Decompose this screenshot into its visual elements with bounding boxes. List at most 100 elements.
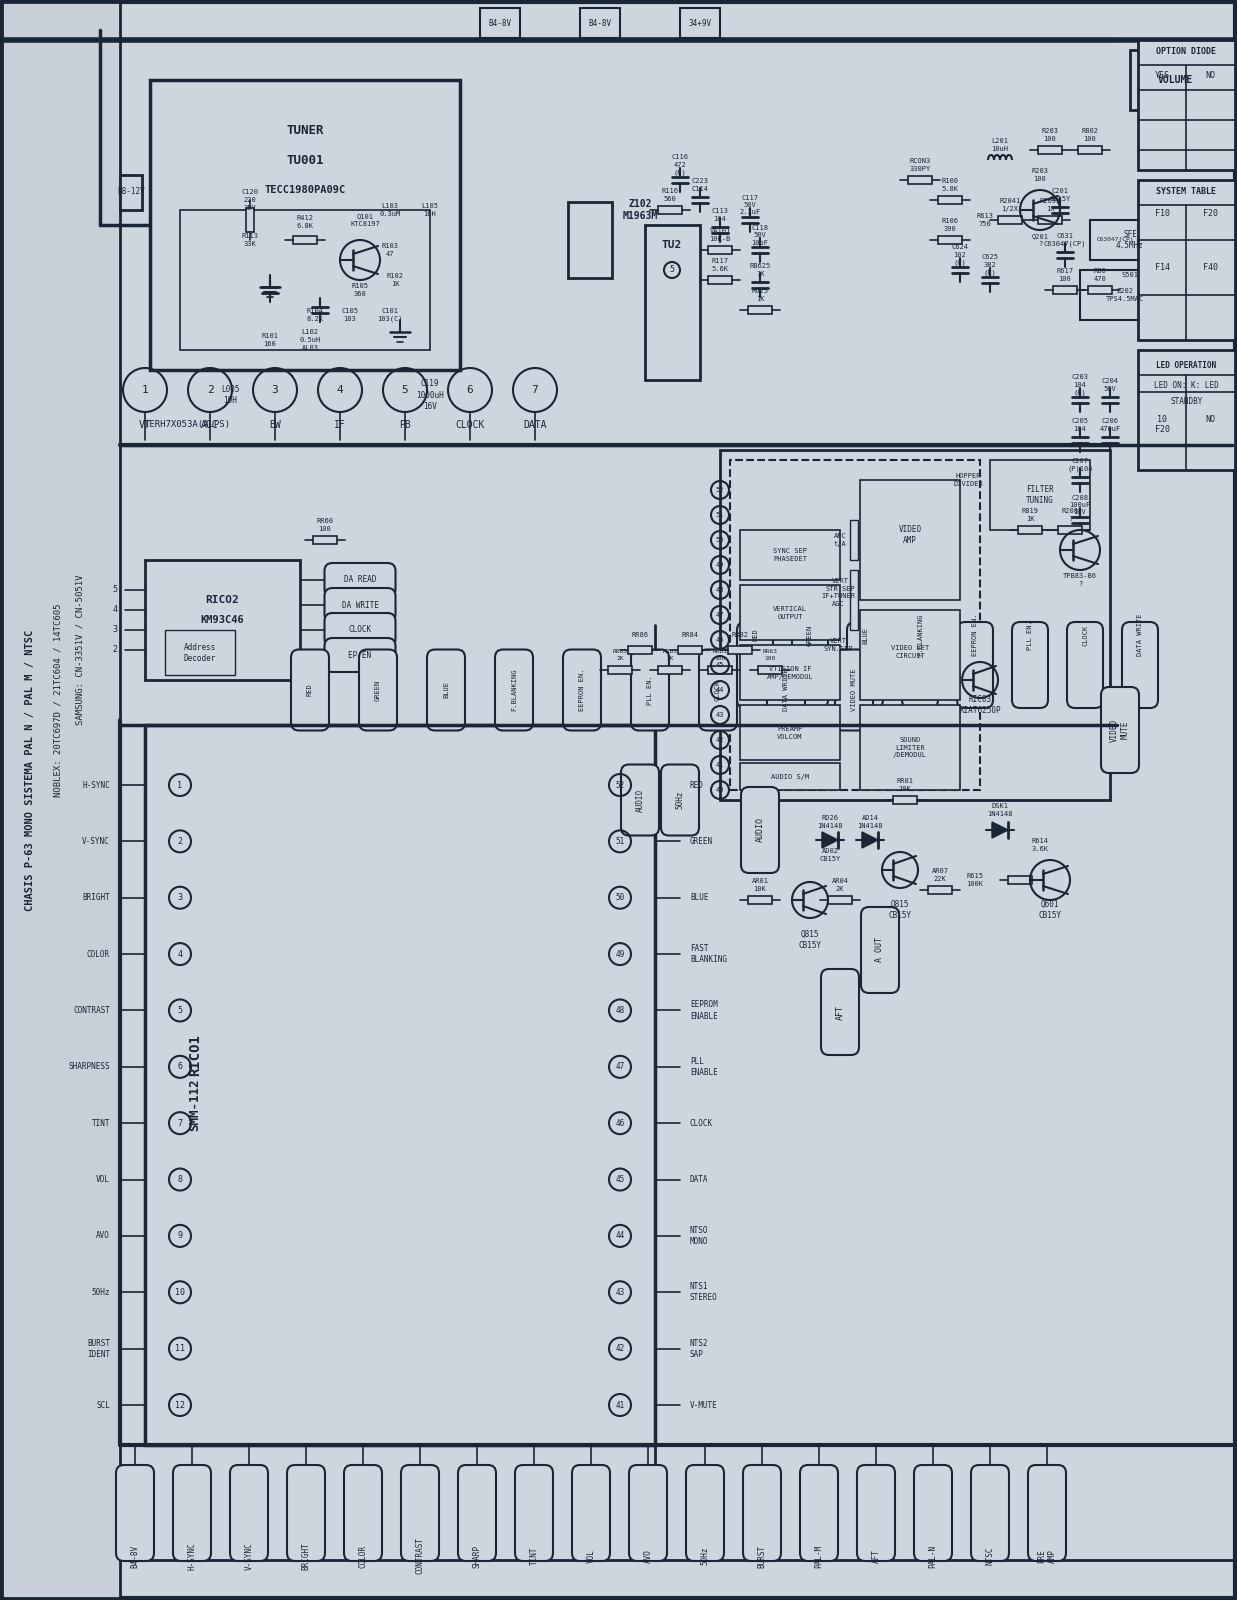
Bar <box>658 666 682 674</box>
Bar <box>730 461 980 790</box>
Text: Q815
CB15Y: Q815 CB15Y <box>798 930 821 950</box>
Text: BURST: BURST <box>757 1544 767 1568</box>
Text: PREAMP
VOLCOM: PREAMP VOLCOM <box>777 726 803 739</box>
Text: 3: 3 <box>113 626 118 635</box>
Bar <box>938 235 962 243</box>
Text: B4-8V: B4-8V <box>489 19 512 27</box>
Text: R802
100: R802 100 <box>1081 128 1098 142</box>
Text: PAL-M: PAL-M <box>814 1544 824 1568</box>
Text: R80
470: R80 470 <box>1094 269 1106 282</box>
Text: NO: NO <box>1205 416 1215 424</box>
Text: RD26
1N4148: RD26 1N4148 <box>818 816 842 829</box>
Text: C223
C114: C223 C114 <box>691 178 709 192</box>
Text: F.BLANKING: F.BLANKING <box>917 614 923 656</box>
Text: RR63
100: RR63 100 <box>762 650 778 661</box>
Text: B4-8V: B4-8V <box>130 1544 140 1568</box>
Bar <box>678 646 703 654</box>
Text: 42: 42 <box>716 738 724 742</box>
Text: 52: 52 <box>615 781 625 789</box>
Text: 2: 2 <box>177 837 183 846</box>
Bar <box>740 706 840 760</box>
Bar <box>990 461 1090 530</box>
Text: C116
472
(P): C116 472 (P) <box>672 154 689 176</box>
Text: R104
8.2K: R104 8.2K <box>307 309 324 322</box>
Text: H-SYNC: H-SYNC <box>82 781 110 789</box>
Text: RIC03
KIAT6250P: RIC03 KIAT6250P <box>959 694 1001 715</box>
FancyBboxPatch shape <box>631 650 669 731</box>
Text: F20: F20 <box>1202 208 1217 218</box>
Bar <box>1090 219 1170 259</box>
FancyBboxPatch shape <box>173 1466 212 1562</box>
Text: B4-8V: B4-8V <box>589 19 611 27</box>
Text: R819
1K: R819 1K <box>1022 509 1039 522</box>
Text: PLL EN.: PLL EN. <box>1027 621 1033 650</box>
Text: C205
104: C205 104 <box>1071 418 1089 432</box>
Text: NOBLEX: 20TC697D / 21TC604 / 14TC605: NOBLEX: 20TC697D / 21TC604 / 14TC605 <box>53 603 63 797</box>
Text: SOUND
LIMITER
/DEMODUL: SOUND LIMITER /DEMODUL <box>893 738 927 758</box>
Text: R614
3.6K: R614 3.6K <box>1032 838 1049 851</box>
Text: R203
100: R203 100 <box>1032 168 1049 182</box>
Text: AUDIO: AUDIO <box>756 818 764 843</box>
FancyBboxPatch shape <box>495 650 533 731</box>
Text: 7: 7 <box>177 1118 183 1128</box>
Bar <box>1138 179 1235 341</box>
Text: 52: 52 <box>716 486 724 493</box>
Text: C203
104
(P): C203 104 (P) <box>1071 374 1089 395</box>
Text: C118
50V
10pF: C118 50V 10pF <box>752 224 768 245</box>
Text: 45: 45 <box>716 662 724 669</box>
Text: C204
50V: C204 50V <box>1101 378 1118 392</box>
Bar <box>893 795 917 803</box>
Text: HOPPER
DIVIDER: HOPPER DIVIDER <box>954 474 983 486</box>
FancyBboxPatch shape <box>621 765 659 835</box>
Text: STANDBY: STANDBY <box>1170 397 1202 406</box>
Text: RED: RED <box>752 629 758 642</box>
Bar <box>828 896 852 904</box>
Text: Address
Decoder: Address Decoder <box>184 643 216 662</box>
Text: 50Hz: 50Hz <box>92 1288 110 1296</box>
Text: VIDEO
MUTE: VIDEO MUTE <box>1110 718 1131 741</box>
Text: CLOCK: CLOCK <box>349 626 371 635</box>
Text: DA READ: DA READ <box>344 576 376 584</box>
Text: 46: 46 <box>716 637 724 643</box>
Text: GREEN: GREEN <box>807 624 813 646</box>
Text: R101
160: R101 160 <box>261 333 278 347</box>
Text: 42: 42 <box>615 1344 625 1354</box>
FancyBboxPatch shape <box>687 1466 724 1562</box>
Text: R113
33K: R113 33K <box>241 234 259 246</box>
Text: TINT: TINT <box>92 1118 110 1128</box>
Text: C120
220
35V: C120 220 35V <box>241 189 259 211</box>
Text: PLL
ENABLE: PLL ENABLE <box>690 1056 717 1077</box>
Text: AD02
CB15Y: AD02 CB15Y <box>819 848 841 862</box>
Bar <box>1131 50 1220 110</box>
Bar <box>860 480 960 600</box>
Text: SCL: SCL <box>96 1400 110 1410</box>
Text: 46: 46 <box>615 1118 625 1128</box>
Text: TUNER: TUNER <box>286 123 324 136</box>
Text: A OUT: A OUT <box>876 938 884 963</box>
Text: YES: YES <box>1154 70 1169 80</box>
Bar <box>1077 146 1102 154</box>
FancyBboxPatch shape <box>971 1466 1009 1562</box>
Text: 40: 40 <box>716 787 724 794</box>
Text: 3: 3 <box>177 893 183 902</box>
Text: 34+9V: 34+9V <box>689 19 711 27</box>
FancyBboxPatch shape <box>1012 622 1048 707</box>
Text: COLOR: COLOR <box>87 949 110 958</box>
Text: VA101
10K-B: VA101 10K-B <box>709 229 731 242</box>
Text: 51: 51 <box>615 837 625 846</box>
FancyBboxPatch shape <box>324 613 396 646</box>
Bar <box>644 226 700 379</box>
Text: SAMSUNG: CN-3351V / CN-5051V: SAMSUNG: CN-3351V / CN-5051V <box>75 574 84 725</box>
Text: 50: 50 <box>716 538 724 542</box>
Text: F.BLANKING: F.BLANKING <box>511 669 517 712</box>
Text: 48: 48 <box>716 587 724 594</box>
Bar <box>1038 146 1063 154</box>
Text: BLUE: BLUE <box>690 893 709 902</box>
Text: C117
50V
2.2uF: C117 50V 2.2uF <box>740 195 761 216</box>
Text: RR84: RR84 <box>682 632 699 638</box>
Text: IF: IF <box>334 419 346 430</box>
FancyBboxPatch shape <box>1068 622 1103 707</box>
Text: DATA: DATA <box>523 419 547 430</box>
FancyBboxPatch shape <box>1122 622 1158 707</box>
Bar <box>860 610 960 701</box>
